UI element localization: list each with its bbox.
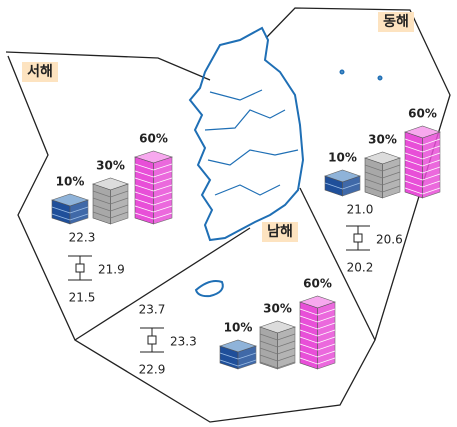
block-line	[364, 185, 401, 193]
stat-max: 22.3	[69, 231, 96, 245]
block-line	[134, 170, 173, 178]
block-left	[364, 157, 383, 199]
region-label-bg	[378, 12, 414, 32]
block-line	[404, 152, 441, 160]
block-line	[134, 184, 173, 192]
block-line	[364, 164, 401, 172]
region-label: 서해	[27, 64, 53, 80]
block-line	[259, 354, 296, 362]
block-line	[134, 163, 173, 171]
block-line	[404, 138, 441, 146]
region-label-bg	[262, 222, 298, 242]
stat-mean: 23.3	[170, 335, 197, 349]
block-line	[299, 315, 336, 323]
block-line	[324, 182, 361, 190]
block	[404, 125, 441, 199]
stat-mean: 21.9	[98, 263, 125, 277]
block-line	[364, 178, 401, 186]
bar-label: 10%	[224, 321, 253, 335]
block-line	[51, 206, 89, 214]
bar-label: 60%	[139, 132, 168, 146]
block-right	[422, 131, 441, 199]
block-line	[404, 187, 441, 195]
block-line	[134, 205, 173, 213]
block-line	[134, 177, 173, 185]
block-right	[110, 183, 129, 225]
peninsula	[188, 26, 305, 242]
block-left	[92, 183, 111, 225]
block-line	[259, 333, 296, 341]
block-line	[404, 173, 441, 181]
block	[299, 295, 336, 370]
block-right	[382, 157, 401, 199]
block-line	[219, 352, 257, 360]
block-line	[51, 213, 89, 221]
block-right	[237, 345, 257, 370]
bar-label: 10%	[56, 175, 85, 189]
block-line	[299, 329, 336, 337]
block-line	[134, 212, 173, 220]
block-line	[299, 322, 336, 330]
bar-label: 30%	[368, 133, 397, 147]
block-line	[92, 197, 129, 205]
west-border-top	[5, 51, 211, 81]
block-line	[404, 145, 441, 153]
dokdo	[377, 75, 383, 81]
block-line	[404, 180, 441, 188]
region-label: 동해	[383, 14, 409, 30]
ulleung	[339, 69, 345, 75]
block	[324, 169, 361, 197]
province-lines	[204, 89, 299, 196]
region-label: 남해	[267, 223, 293, 240]
region-borders	[5, 7, 451, 423]
block	[51, 193, 89, 225]
block	[259, 320, 296, 370]
block	[92, 177, 129, 225]
block-line	[364, 171, 401, 179]
stat-min: 20.2	[347, 261, 374, 275]
south-border	[74, 227, 251, 341]
block-line	[299, 350, 336, 358]
bar-label: 10%	[328, 151, 357, 165]
block-line	[259, 347, 296, 355]
block-line	[92, 190, 129, 198]
block-line	[219, 359, 257, 367]
bar-label: 30%	[263, 302, 292, 316]
block-line	[259, 361, 296, 369]
block	[219, 339, 257, 370]
block-line	[404, 159, 441, 167]
bar-label: 30%	[96, 159, 125, 173]
block-line	[299, 357, 336, 365]
block-line	[404, 166, 441, 174]
stat-min: 22.9	[139, 363, 166, 377]
block-line	[92, 204, 129, 212]
block	[364, 151, 401, 199]
jeju	[194, 280, 224, 298]
block-line	[134, 198, 173, 206]
mean-box	[147, 335, 157, 345]
bar-label: 60%	[303, 277, 332, 291]
block-right	[277, 326, 296, 370]
block-line	[299, 336, 336, 344]
mean-box	[353, 233, 363, 243]
block-line	[92, 211, 129, 219]
region-label-bg	[22, 62, 58, 82]
block-right	[69, 199, 89, 225]
korea-outline	[188, 26, 383, 298]
outer-border	[7, 7, 451, 423]
block-line	[134, 191, 173, 199]
east-border	[299, 187, 376, 341]
block-line	[299, 308, 336, 316]
stat-mean: 20.6	[376, 233, 403, 247]
stat-min: 21.5	[69, 291, 96, 305]
block	[134, 150, 173, 225]
block-line	[299, 343, 336, 351]
stat-max: 23.7	[139, 303, 166, 317]
mean-box	[75, 263, 85, 273]
stat-max: 21.0	[347, 203, 374, 217]
block-line	[259, 340, 296, 348]
bar-label: 60%	[408, 107, 437, 121]
